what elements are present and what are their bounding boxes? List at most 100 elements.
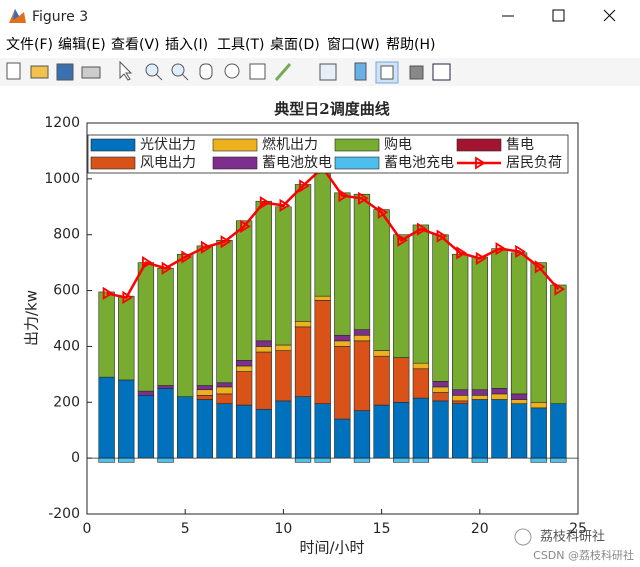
- bar-segment: [412, 224, 430, 364]
- bar-segment: [452, 253, 469, 391]
- bar-segment: [235, 220, 253, 361]
- bar-segment: [235, 371, 253, 406]
- legend-label[interactable]: 蓄电池放电: [262, 155, 332, 171]
- line-marker: [181, 250, 192, 264]
- bar-segment: [471, 395, 488, 400]
- legend-swatch: [456, 138, 502, 152]
- bar-segment: [432, 234, 449, 382]
- y-tick-label: -200: [48, 506, 80, 522]
- chart-title: 典型日2调度曲线: [274, 100, 389, 118]
- bar-segment: [216, 386, 233, 395]
- legend-label[interactable]: 售电: [506, 137, 534, 153]
- menu-item[interactable]: 桌面(D): [270, 37, 320, 53]
- y-tick-label: 400: [53, 338, 80, 354]
- line-marker: [495, 242, 507, 256]
- legend-label[interactable]: 购电: [384, 137, 412, 153]
- bar-segment: [452, 389, 469, 396]
- bar-segment: [216, 240, 233, 384]
- bar-segment: [510, 403, 528, 459]
- line-marker: [220, 235, 232, 249]
- bar-segment: [118, 457, 135, 463]
- menu-item[interactable]: 查看(V): [111, 37, 160, 53]
- line-marker: [358, 191, 369, 206]
- menu-item[interactable]: 插入(I): [165, 37, 208, 53]
- line-marker: [299, 179, 310, 193]
- bar-segment: [471, 457, 488, 463]
- bar-segment: [432, 386, 449, 393]
- bar-segment: [235, 360, 253, 367]
- menu-item[interactable]: 帮助(H): [386, 37, 435, 53]
- bar-segment: [118, 379, 135, 459]
- window-controls[interactable]: [502, 9, 616, 22]
- line-marker: [416, 222, 428, 236]
- x-tick-label: 10: [274, 521, 292, 537]
- bar-segment: [373, 209, 390, 351]
- bar-segment: [353, 340, 371, 411]
- x-tick-label: 0: [83, 521, 92, 537]
- bar-segment: [353, 329, 371, 336]
- bar-segment: [353, 334, 371, 342]
- line-marker: [515, 244, 526, 259]
- bar-segment: [255, 408, 272, 459]
- line-marker: [142, 256, 153, 270]
- legend-label[interactable]: 光伏出力: [140, 137, 196, 153]
- menu-item[interactable]: 工具(T): [217, 37, 264, 53]
- toolbar-icons[interactable]: [6, 60, 451, 84]
- bar-segment: [373, 355, 390, 406]
- x-tick-label: 15: [373, 521, 391, 537]
- bar-segment: [334, 340, 351, 347]
- bar-segment: [314, 167, 331, 297]
- legend-label[interactable]: 燃机出力: [262, 136, 318, 153]
- bar-segment: [334, 192, 351, 336]
- bar-segment: [314, 457, 331, 463]
- x-tick-label: 5: [181, 521, 190, 537]
- bar-segment: [216, 382, 233, 388]
- line-marker: [279, 198, 291, 213]
- bar-segment: [412, 362, 430, 370]
- y-tick-label: 1000: [44, 171, 80, 187]
- bar-segment: [196, 399, 213, 459]
- bar-segment: [177, 396, 194, 459]
- legend-label[interactable]: 蓄电池充电: [384, 155, 454, 171]
- bar-segment: [196, 245, 213, 386]
- bar-segment: [353, 193, 371, 330]
- bar-segment: [432, 381, 449, 388]
- bar-segment: [294, 457, 312, 463]
- legend-label[interactable]: 风电出力: [140, 155, 196, 171]
- bar-segment: [137, 395, 155, 459]
- legend-label[interactable]: 居民负荷: [506, 155, 562, 171]
- line-marker: [338, 188, 350, 203]
- y-tick-label: 0: [71, 450, 80, 466]
- line-marker: [161, 261, 173, 275]
- bar-segment: [98, 376, 115, 459]
- bar-segment: [412, 397, 430, 459]
- bar-segment: [294, 326, 312, 397]
- bar-segment: [294, 396, 312, 459]
- line-marker: [475, 251, 487, 266]
- bar-segment: [314, 300, 331, 404]
- bar-segment: [196, 389, 213, 396]
- line-marker: [122, 290, 133, 305]
- menu-item[interactable]: 编辑(E): [58, 37, 106, 53]
- menu-item[interactable]: 文件(F): [6, 37, 53, 53]
- legend-swatch: [90, 156, 136, 170]
- bar-segment: [255, 346, 272, 353]
- x-tick-label: 20: [471, 521, 489, 537]
- bar-segment: [510, 393, 528, 400]
- bar-segment: [393, 234, 410, 358]
- bar-segment: [432, 400, 449, 459]
- menu-item[interactable]: 窗口(W): [327, 36, 380, 53]
- bar-segment: [393, 357, 410, 403]
- bar-segment: [412, 368, 430, 399]
- line-marker: [534, 260, 546, 274]
- bar-segment: [275, 350, 292, 402]
- watermark-logo: 荔枝科研社: [540, 529, 605, 545]
- bar-segment: [491, 393, 508, 400]
- bar-segment: [550, 403, 567, 459]
- bar-segment: [412, 457, 430, 463]
- line-marker: [377, 205, 389, 219]
- bar-segment: [452, 395, 469, 402]
- bar-segment: [334, 418, 351, 459]
